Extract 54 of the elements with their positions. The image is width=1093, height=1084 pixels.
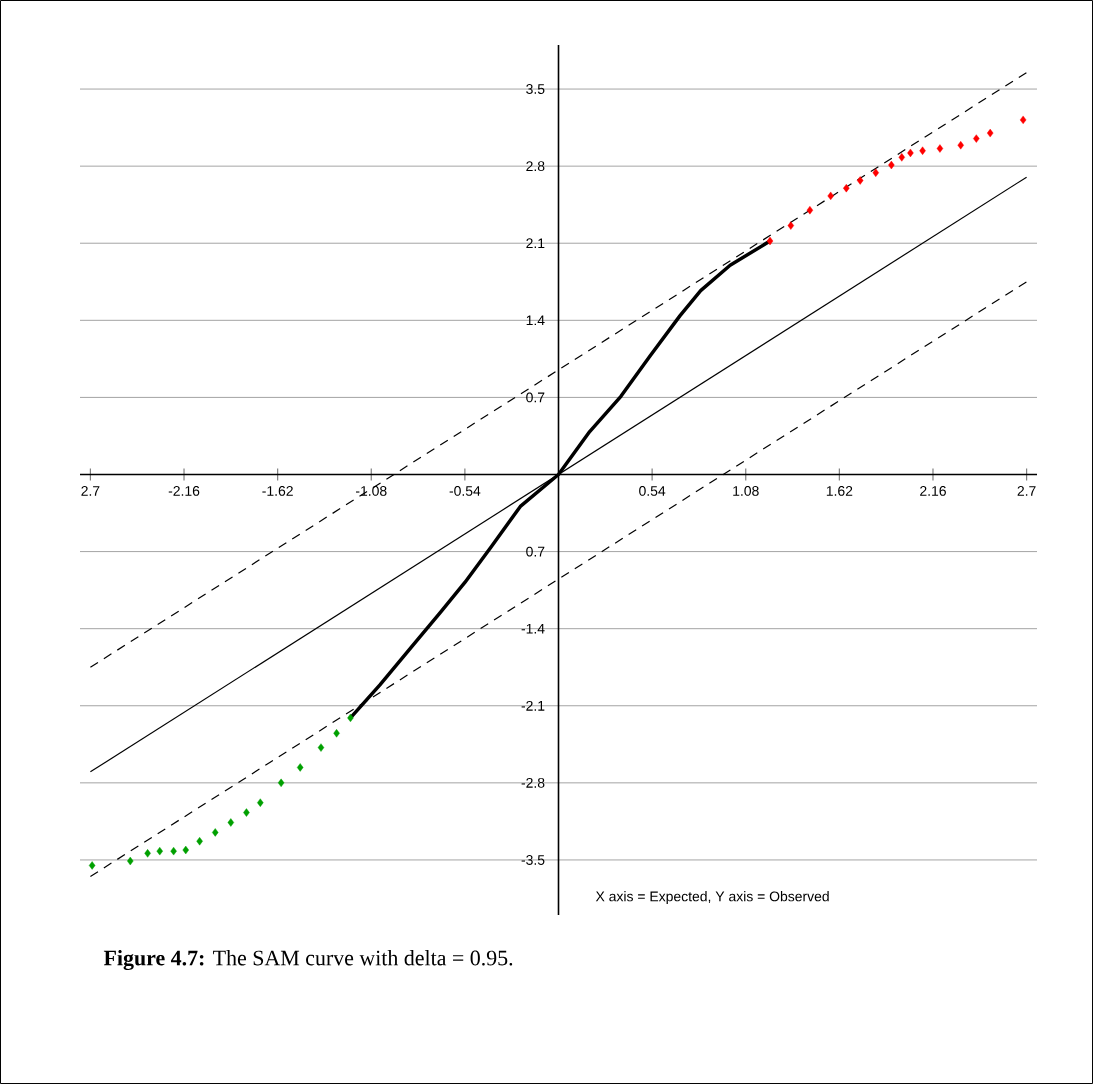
point (182, 845, 189, 855)
point (872, 168, 879, 177)
x-tick-label: -1.08 (355, 485, 387, 496)
x-tick-label: 2.7 (1017, 485, 1036, 496)
x-tick-label: -2.16 (168, 485, 200, 496)
point (888, 160, 895, 170)
point (88, 861, 96, 870)
point (296, 763, 304, 772)
point (212, 828, 219, 837)
point (843, 183, 850, 193)
point (787, 221, 795, 230)
x-tick-label: 0.54 (639, 485, 666, 496)
point (973, 134, 980, 143)
x-tick-label: -0.54 (449, 485, 481, 496)
point (257, 798, 264, 807)
point (333, 729, 340, 738)
point (827, 191, 834, 201)
point (277, 778, 285, 788)
x-tick-label: -1.62 (262, 485, 293, 496)
point (1019, 115, 1027, 125)
y-tick-label: 2.1 (526, 238, 545, 249)
point (227, 818, 235, 827)
y-tick-label: -2.1 (521, 700, 545, 711)
point (806, 206, 814, 215)
point (856, 176, 864, 185)
point (766, 236, 774, 246)
point (957, 141, 964, 150)
point (347, 713, 354, 723)
x-tick-label: 1.62 (826, 485, 853, 496)
point (317, 743, 325, 752)
y-tick-label: -2.8 (521, 777, 545, 788)
point (898, 153, 905, 162)
point (936, 144, 944, 153)
point (144, 849, 151, 858)
point (919, 146, 926, 155)
point (170, 846, 177, 856)
y-tick-label: 1.4 (526, 315, 545, 326)
annotation: X axis = Expected, Y axis = Observed (595, 891, 829, 905)
x-tick-label: 2.7 (81, 485, 100, 496)
x-tick-label: 1.08 (733, 485, 759, 496)
point (987, 128, 994, 138)
y-tick-label: 2.8 (526, 161, 545, 172)
point (243, 808, 250, 817)
y-tick-label: 3.5 (526, 84, 545, 94)
y-tick-label: 0.7 (526, 392, 545, 403)
point (127, 856, 134, 866)
point (156, 846, 163, 856)
x-tick-label: 2.16 (920, 485, 946, 496)
text: Figure 4.7: The SAM curve with delta = 0.95. (103, 949, 513, 971)
point (196, 837, 203, 846)
y-tick-label: -3.5 (521, 855, 545, 865)
y-tick-label: -1.4 (521, 623, 545, 634)
y-tick-label: 0.7 (526, 546, 545, 557)
point (907, 148, 914, 158)
